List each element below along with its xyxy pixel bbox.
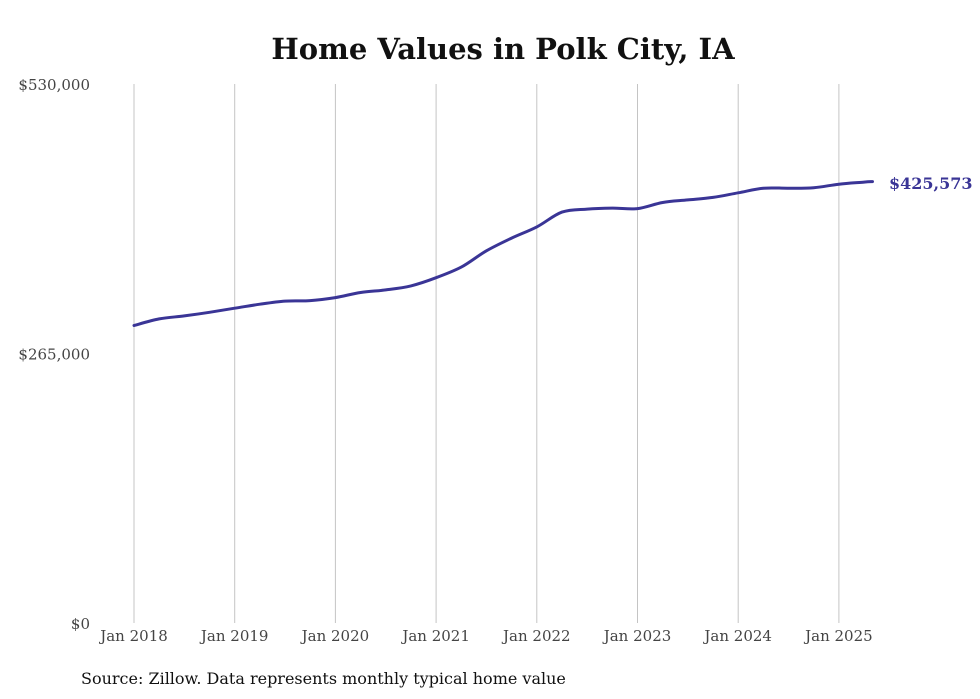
x-axis-ticks: Jan 2018 Jan 2019 Jan 2020 Jan 2021 Jan 2022… [98,627,872,645]
chart-title: Home Values in Polk City, IA [271,32,735,66]
x-tick-label: Jan 2022 [501,627,571,645]
source-note: Source: Zillow. Data represents monthly … [81,669,566,688]
y-axis-ticks: $0 $265,000 $530,000 [18,76,90,633]
x-tick-label: Jan 2020 [300,627,370,645]
last-value-label: $425,573 [889,174,973,193]
x-tick-label: Jan 2019 [199,627,269,645]
series-line-0 [132,180,874,327]
x-tick-label: Jan 2024 [702,627,772,645]
y-tick-label: $530,000 [18,76,90,94]
x-tick-label: Jan 2025 [803,627,873,645]
series-layer [132,180,874,327]
y-tick-label: $265,000 [18,346,90,364]
x-tick-label: Jan 2021 [400,627,470,645]
gridlines [133,84,840,623]
x-tick-label: Jan 2018 [98,627,168,645]
x-tick-label: Jan 2023 [602,627,672,645]
y-tick-label: $0 [71,615,90,633]
